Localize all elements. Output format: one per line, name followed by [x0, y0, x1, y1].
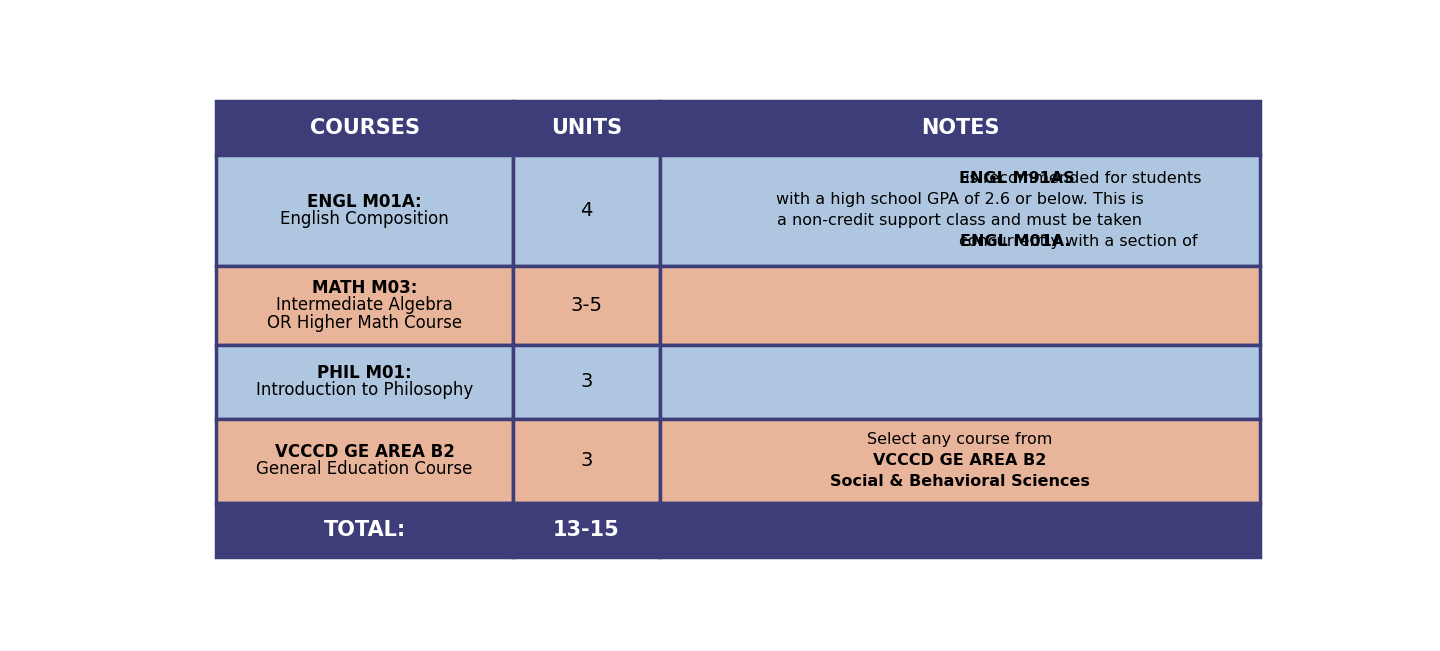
Text: 3: 3: [580, 372, 593, 391]
Text: UNITS: UNITS: [552, 118, 622, 137]
Text: Social & Behavioral Sciences: Social & Behavioral Sciences: [829, 475, 1090, 490]
Text: English Composition: English Composition: [281, 210, 449, 228]
Text: TOTAL:: TOTAL:: [324, 520, 406, 540]
Bar: [216, 503, 514, 557]
Bar: [216, 345, 514, 419]
Bar: [216, 419, 514, 503]
Text: Select any course from: Select any course from: [867, 432, 1053, 447]
Text: concurrently with a section of: concurrently with a section of: [959, 234, 1202, 249]
Text: VCCCD GE AREA B2: VCCCD GE AREA B2: [873, 453, 1047, 468]
Text: is recommended for students: is recommended for students: [960, 171, 1201, 186]
Text: VCCCD GE AREA B2: VCCCD GE AREA B2: [275, 443, 455, 462]
Text: ENGL M01A.: ENGL M01A.: [960, 234, 1070, 249]
Bar: [660, 101, 1260, 154]
Text: 13-15: 13-15: [553, 520, 619, 540]
Bar: [514, 101, 660, 154]
Bar: [660, 345, 1260, 419]
Text: Intermediate Algebra: Intermediate Algebra: [276, 296, 454, 314]
Bar: [514, 345, 660, 419]
Bar: [660, 154, 1260, 266]
Bar: [216, 154, 514, 266]
Bar: [660, 266, 1260, 345]
Text: 4: 4: [580, 201, 593, 220]
Bar: [514, 266, 660, 345]
Text: 3: 3: [580, 451, 593, 470]
Bar: [514, 503, 660, 557]
Text: PHIL M01:: PHIL M01:: [317, 364, 412, 382]
Text: General Education Course: General Education Course: [256, 460, 472, 478]
Text: MATH M03:: MATH M03:: [312, 279, 418, 298]
Bar: [660, 503, 1260, 557]
Text: with a high school GPA of 2.6 or below. This is: with a high school GPA of 2.6 or below. …: [776, 192, 1143, 208]
Text: ENGL M91AS: ENGL M91AS: [959, 171, 1074, 186]
Bar: [514, 154, 660, 266]
Bar: [216, 266, 514, 345]
Text: 3-5: 3-5: [570, 296, 602, 315]
Text: a non-credit support class and must be taken: a non-credit support class and must be t…: [778, 214, 1142, 229]
Text: OR Higher Math Course: OR Higher Math Course: [266, 314, 462, 331]
Text: COURSES: COURSES: [310, 118, 419, 137]
Text: NOTES: NOTES: [920, 118, 999, 137]
Bar: [514, 419, 660, 503]
Text: ENGL M01A:: ENGL M01A:: [307, 193, 422, 211]
Bar: [660, 419, 1260, 503]
Text: Introduction to Philosophy: Introduction to Philosophy: [256, 381, 474, 399]
Bar: [216, 101, 514, 154]
